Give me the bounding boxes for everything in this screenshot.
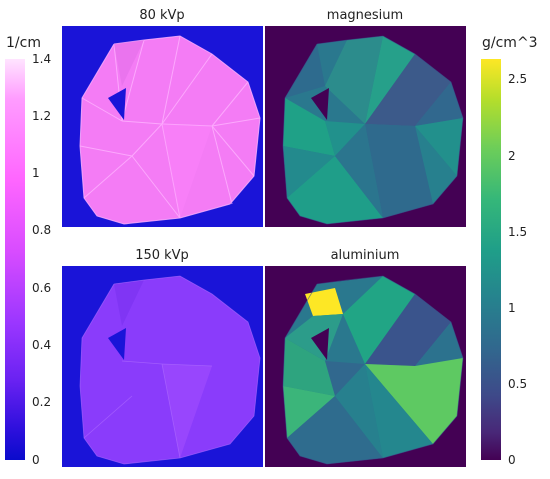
right-tick: 2.5 xyxy=(508,72,528,86)
right-tick: 0.5 xyxy=(508,377,528,391)
right-tick: 1.5 xyxy=(508,225,528,239)
left-tick: 1.4 xyxy=(32,52,52,66)
left-tick: 0 xyxy=(32,453,40,467)
left-tick: 0.4 xyxy=(32,338,52,352)
right-colorbar-unit: g/cm^3 xyxy=(482,35,538,51)
right-colorbar xyxy=(481,59,501,460)
panel-150kvp-image xyxy=(62,266,263,467)
right-tick: 2 xyxy=(508,149,516,163)
right-tick: 1 xyxy=(508,301,516,315)
left-tick: 0.6 xyxy=(32,281,52,295)
panel-aluminium-image xyxy=(265,266,466,467)
panel-title-magnesium: magnesium xyxy=(326,8,404,23)
panel-title-150kvp: 150 kVp xyxy=(135,248,189,263)
panel-title-aluminium: aluminium xyxy=(330,248,400,263)
left-tick: 0.8 xyxy=(32,223,52,237)
right-tick: 0 xyxy=(508,453,516,467)
left-colorbar-unit: 1/cm xyxy=(6,35,41,51)
panel-magnesium-image xyxy=(265,26,466,227)
left-tick: 1.2 xyxy=(32,109,52,123)
panel-80kvp-image xyxy=(62,26,263,227)
left-tick: 0.2 xyxy=(32,395,52,409)
panel-title-80kvp: 80 kVp xyxy=(139,8,185,23)
left-tick: 1 xyxy=(32,166,40,180)
left-colorbar xyxy=(5,59,25,460)
